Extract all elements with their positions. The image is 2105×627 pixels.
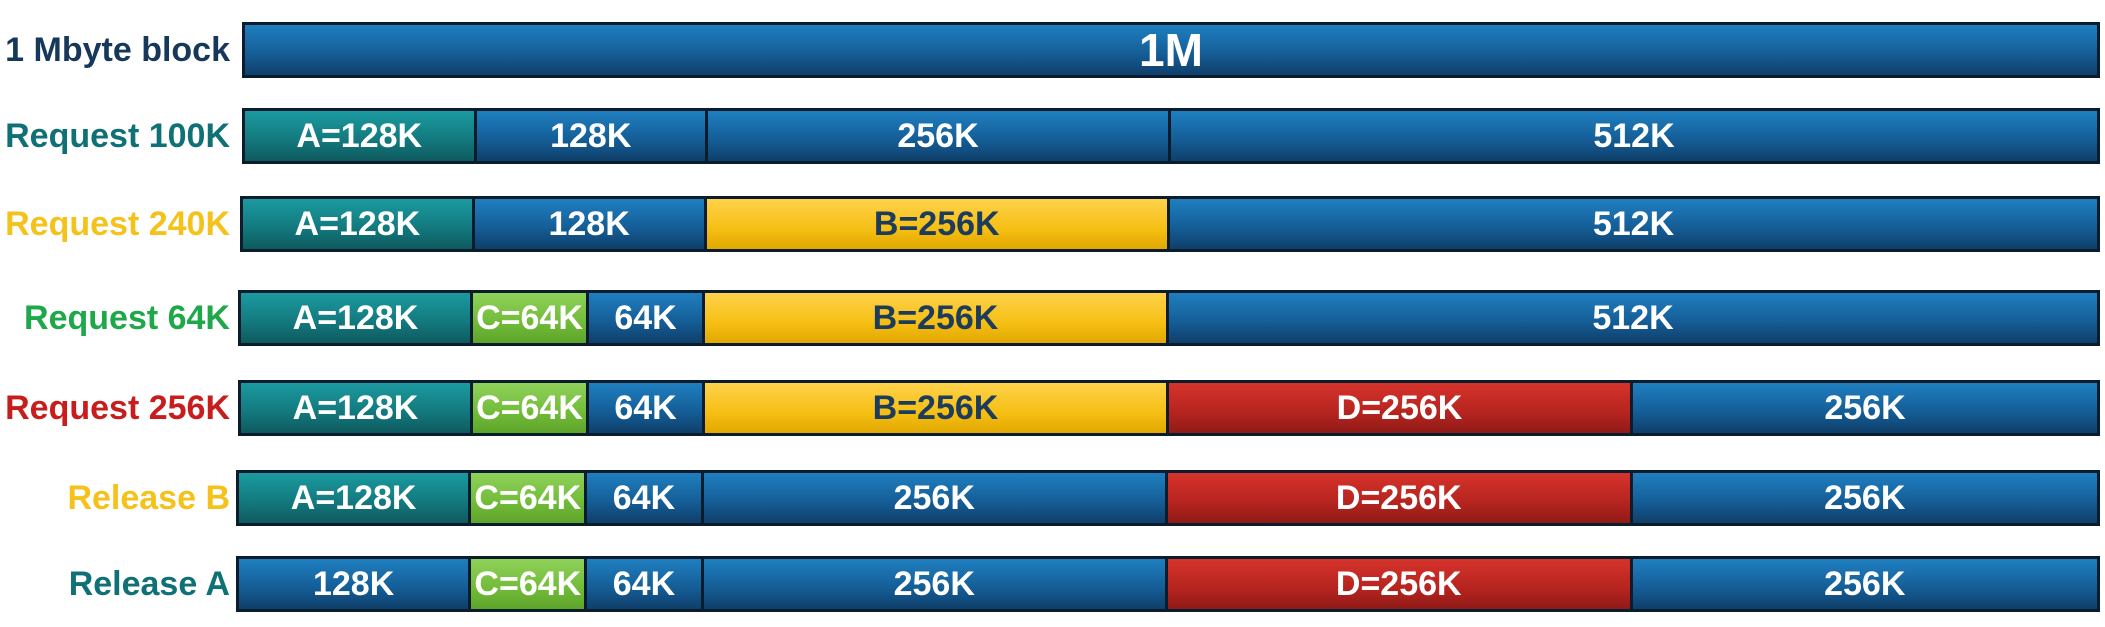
row-label-text: Request 100K	[5, 117, 230, 155]
memory-bar: A=128K 128K B=256K 512K	[240, 196, 2100, 252]
free-block: 256K	[703, 473, 1168, 523]
memory-bar: A=128K 128K 256K 512K	[242, 108, 2100, 164]
free-block: 256K	[1632, 559, 2097, 609]
free-block: 512K	[1170, 199, 2097, 249]
row-label-text: Request 240K	[5, 205, 230, 243]
row-label-text: Release A	[68, 565, 230, 603]
memory-bar: 128K C=64K 64K 256K D=256K 256K	[236, 556, 2100, 612]
free-block: 256K	[1633, 383, 2097, 433]
free-block: 256K	[703, 559, 1168, 609]
allocated-block-C: C=64K	[473, 293, 589, 343]
free-block: 256K	[708, 111, 1171, 161]
free-block: 64K	[589, 293, 705, 343]
free-block: 512K	[1169, 293, 2097, 343]
free-block: 512K	[1171, 111, 2097, 161]
row-label-text: Release B	[67, 479, 230, 517]
allocated-block-A: A=128K	[239, 473, 472, 523]
free-block: 64K	[587, 559, 704, 609]
allocated-block-D: D=256K	[1169, 383, 1633, 433]
row-label-text: Request 256K	[5, 389, 230, 427]
allocated-block-C: C=64K	[471, 473, 588, 523]
allocated-block-A: A=128K	[243, 199, 475, 249]
memory-bar: A=128K C=64K 64K B=256K D=256K 256K	[238, 380, 2100, 436]
free-block: 1M	[245, 25, 2097, 75]
allocated-block-A: A=128K	[241, 293, 473, 343]
allocated-block-A: A=128K	[245, 111, 477, 161]
free-block: 64K	[589, 383, 705, 433]
allocated-block-B: B=256K	[706, 199, 1170, 249]
row-label-text: Request 64K	[24, 299, 230, 337]
allocated-block-D: D=256K	[1168, 559, 1633, 609]
allocated-block-B: B=256K	[705, 293, 1169, 343]
free-block: 128K	[476, 111, 708, 161]
allocated-block-C: C=64K	[471, 559, 588, 609]
memory-bar: A=128K C=64K 64K 256K D=256K 256K	[236, 470, 2100, 526]
free-block: 128K	[474, 199, 707, 249]
allocated-block-D: D=256K	[1168, 473, 1633, 523]
memory-bar: A=128K C=64K 64K B=256K 512K	[238, 290, 2100, 346]
memory-bar: 1M	[242, 22, 2100, 78]
allocated-block-C: C=64K	[473, 383, 589, 433]
row-label-text: 1 Mbyte block	[5, 31, 230, 69]
free-block: 128K	[239, 559, 472, 609]
allocated-block-A: A=128K	[241, 383, 473, 433]
free-block: 256K	[1632, 473, 2097, 523]
allocated-block-B: B=256K	[705, 383, 1169, 433]
free-block: 64K	[587, 473, 704, 523]
